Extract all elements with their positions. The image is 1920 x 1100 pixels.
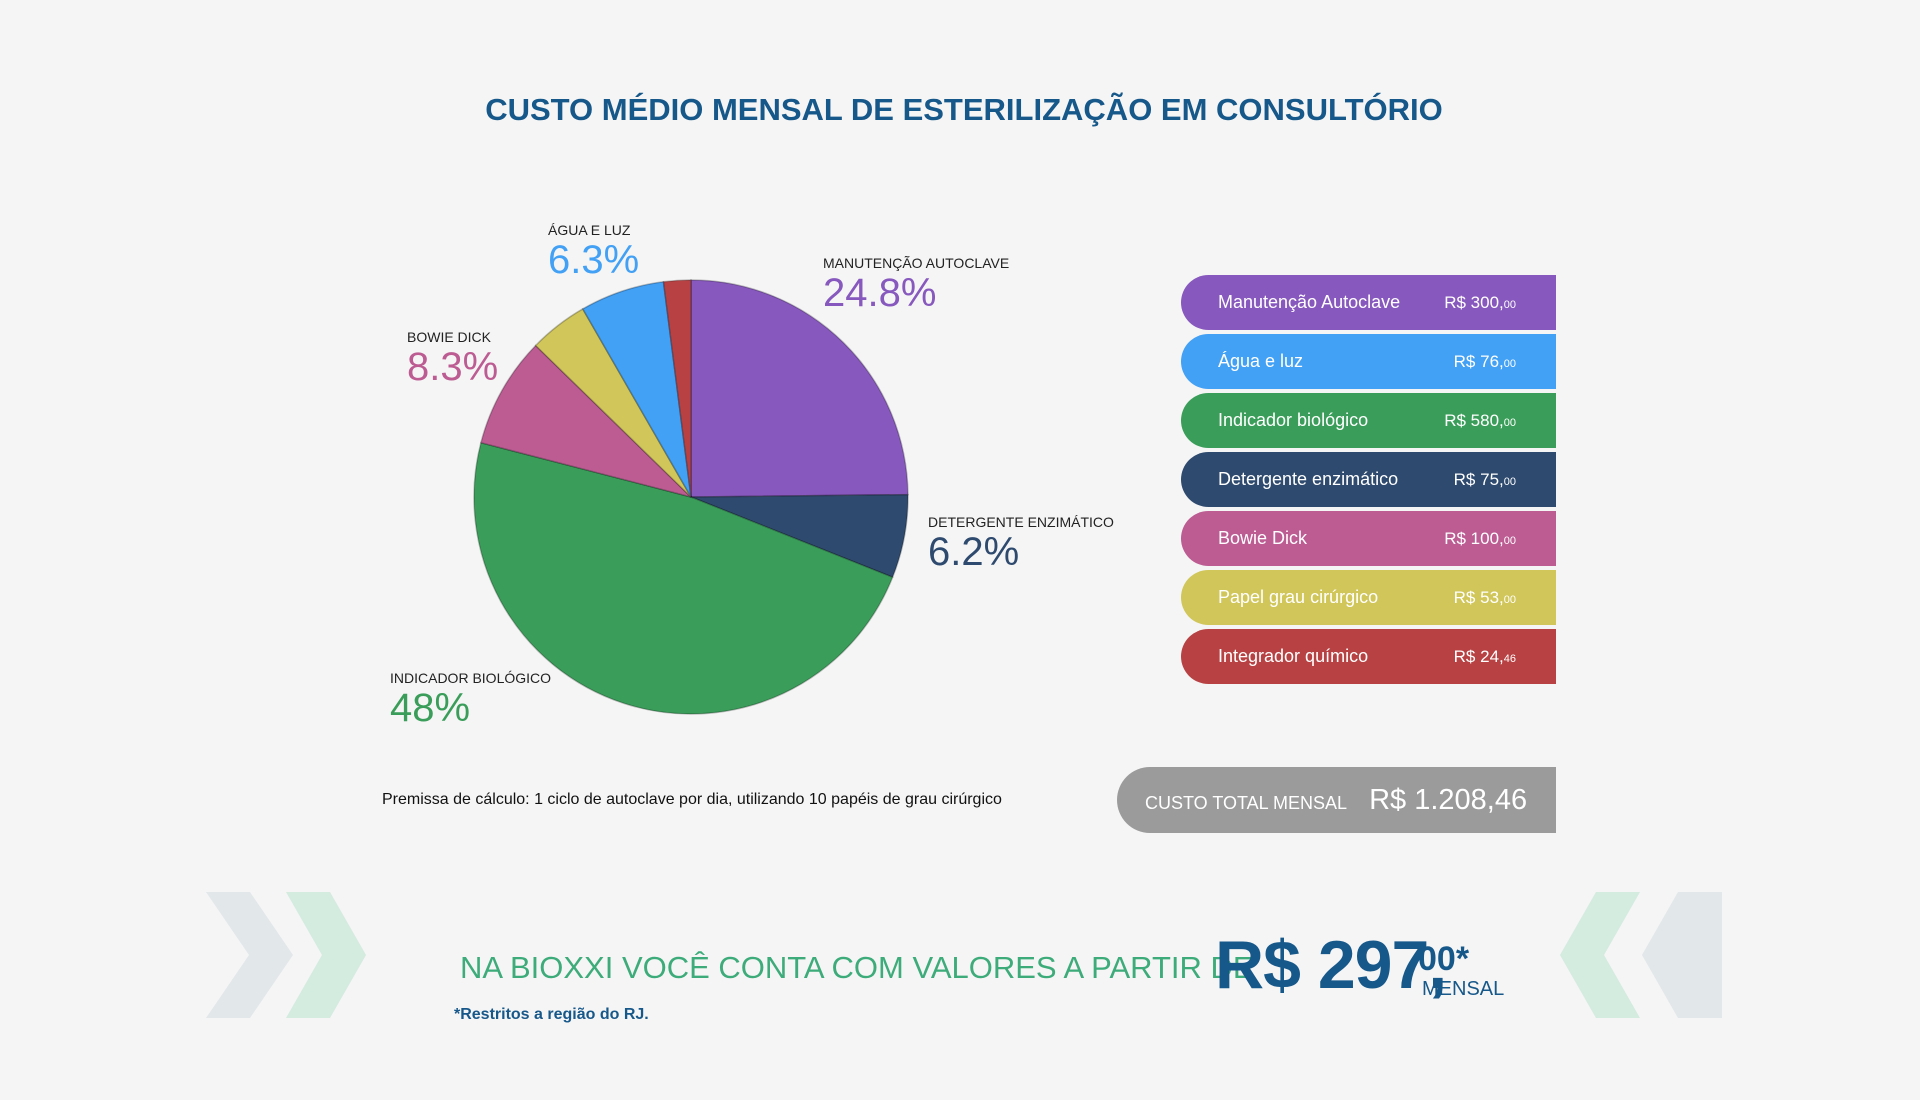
promo-price-cents: 00* bbox=[1418, 940, 1470, 978]
pie-label-caption: BOWIE DICK bbox=[407, 329, 492, 345]
legend-item-value: R$ 76,00 bbox=[1453, 351, 1516, 371]
legend-item-value: R$ 580,00 bbox=[1444, 410, 1516, 430]
pie-slice-5 bbox=[581, 280, 692, 498]
pie-label-caption: INDICADOR BIOLÓGICO bbox=[390, 670, 552, 686]
pie-slice-2 bbox=[473, 441, 894, 715]
legend-item-value: R$ 24,46 bbox=[1453, 646, 1516, 666]
legend-item: Manutenção Autoclave R$ 300,00 bbox=[1181, 275, 1556, 330]
chevron-left-decoration-icon bbox=[1560, 892, 1722, 1018]
legend-item-name: Manutenção Autoclave bbox=[1218, 292, 1401, 312]
legend-item-name: Água e luz bbox=[1218, 351, 1304, 371]
pie-slice-1 bbox=[690, 493, 909, 579]
pie-label-manutencao: MANUTENÇÃO AUTOCLAVE 24.8% bbox=[823, 255, 1009, 315]
legend-item: Integrador químico R$ 24,46 bbox=[1181, 629, 1556, 684]
total-label: CUSTO TOTAL MENSAL bbox=[1145, 792, 1348, 813]
legend-item-value: R$ 100,00 bbox=[1444, 528, 1516, 548]
legend-item: Papel grau cirúrgico R$ 53,00 bbox=[1181, 570, 1556, 625]
pie-slice-6 bbox=[662, 279, 692, 498]
page-title: CUSTO MÉDIO MENSAL DE ESTERILIZAÇÃO EM C… bbox=[485, 92, 1443, 127]
pie-label-percent: 24.8% bbox=[823, 271, 937, 315]
legend-item: Água e luz R$ 76,00 bbox=[1181, 334, 1556, 389]
pie-slice-4 bbox=[534, 307, 692, 498]
legend-item-value: R$ 53,00 bbox=[1453, 587, 1516, 607]
chevron-right-decoration-icon bbox=[206, 892, 366, 1018]
legend-item: Indicador biológico R$ 580,00 bbox=[1181, 393, 1556, 448]
pie-label-percent: 8.3% bbox=[407, 345, 499, 389]
pie-label-percent: 6.3% bbox=[548, 238, 640, 282]
legend-item-name: Papel grau cirúrgico bbox=[1218, 587, 1379, 607]
legend-item-name: Detergente enzimático bbox=[1218, 469, 1399, 489]
total-value: R$ 1.208,46 bbox=[1369, 783, 1528, 816]
pie-label-indicador: INDICADOR BIOLÓGICO 48% bbox=[390, 670, 551, 730]
pie-label-caption: ÁGUA E LUZ bbox=[548, 222, 631, 238]
promo-price: R$ 297, bbox=[1215, 927, 1447, 1003]
pie-label-percent: 6.2% bbox=[928, 530, 1020, 574]
legend-item-name: Indicador biológico bbox=[1218, 410, 1369, 430]
cost-legend: Manutenção Autoclave R$ 300,00 Água e lu… bbox=[1181, 275, 1556, 688]
legend-item: Bowie Dick R$ 100,00 bbox=[1181, 511, 1556, 566]
pie-label-percent: 48% bbox=[390, 686, 471, 730]
pie-label-caption: MANUTENÇÃO AUTOCLAVE bbox=[823, 255, 1010, 271]
promo-period: MENSAL bbox=[1422, 978, 1505, 1000]
legend-item-value: R$ 75,00 bbox=[1453, 469, 1516, 489]
pie-label-bowie: BOWIE DICK 8.3% bbox=[407, 329, 498, 389]
calculation-premise: Premissa de cálculo: 1 ciclo de autoclav… bbox=[382, 791, 1002, 808]
promo-note: *Restritos a região do RJ. bbox=[454, 1006, 649, 1023]
pie-label-caption: DETERGENTE ENZIMÁTICO bbox=[928, 514, 1114, 530]
pie-slice-3 bbox=[479, 344, 694, 499]
promo-text: NA BIOXXI VOCÊ CONTA COM VALORES A PARTI… bbox=[460, 950, 1254, 985]
pie-slice-0 bbox=[690, 279, 909, 498]
pie-label-agua: ÁGUA E LUZ 6.3% bbox=[548, 222, 639, 282]
legend-item-name: Bowie Dick bbox=[1218, 528, 1308, 548]
total-monthly-cost: CUSTO TOTAL MENSAL R$ 1.208,46 bbox=[1117, 767, 1556, 833]
pie-label-detergente: DETERGENTE ENZIMÁTICO 6.2% bbox=[928, 514, 1114, 574]
legend-item-value: R$ 300,00 bbox=[1444, 292, 1516, 312]
legend-item-name: Integrador químico bbox=[1218, 646, 1369, 666]
legend-item: Detergente enzimático R$ 75,00 bbox=[1181, 452, 1556, 507]
